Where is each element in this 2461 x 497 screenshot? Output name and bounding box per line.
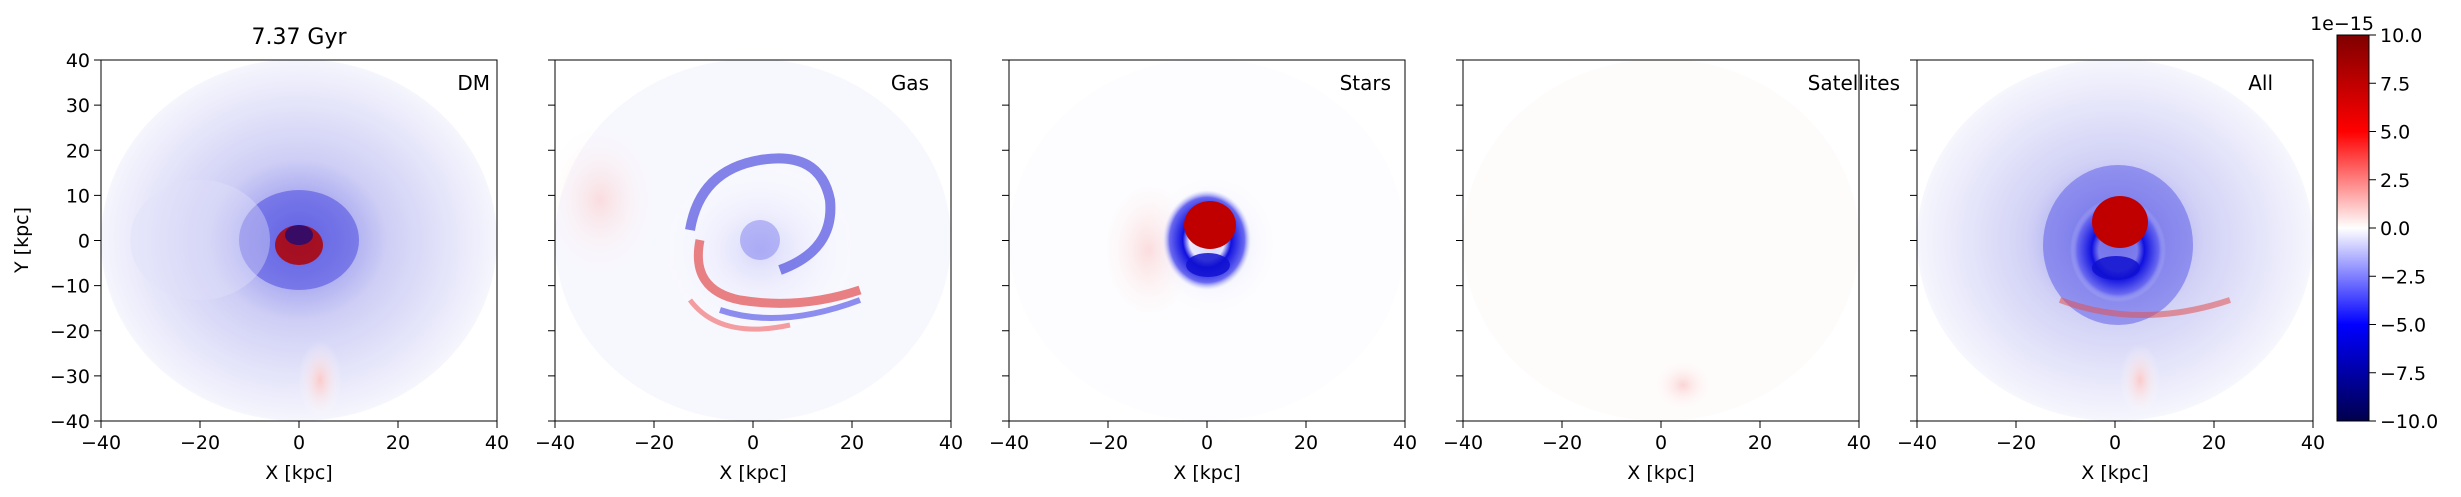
- x-tick-label: 40: [2301, 432, 2325, 454]
- panel-label-dm: DM: [457, 71, 490, 95]
- x-tick-label: 0: [2109, 432, 2121, 454]
- y-tick-label: 30: [66, 95, 90, 117]
- y-tick-label: −30: [50, 366, 90, 388]
- x-tick-label: 0: [1655, 432, 1667, 454]
- x-tick-label: −20: [180, 432, 220, 454]
- x-tick-label: −20: [1088, 432, 1128, 454]
- panel-label-all: All: [2248, 71, 2273, 95]
- x-tick-label: −20: [1996, 432, 2036, 454]
- panel-all-image: [1917, 60, 2313, 421]
- panel-satellites-image: [1463, 60, 1859, 421]
- colorbar-ticks: 10.0 7.5 5.0 2.5 0.0 −2.5 −5.0 −7.5 −10.0: [2369, 25, 2438, 433]
- colorbar-tick-label: −2.5: [2380, 266, 2426, 288]
- y-tick-label: −20: [50, 321, 90, 343]
- x-tick-label: 20: [2202, 432, 2226, 454]
- y-tick-label: 10: [66, 185, 90, 207]
- x-tick-label: −40: [81, 432, 121, 454]
- y-tick-label: 0: [78, 231, 90, 253]
- x-tick-label: −20: [1542, 432, 1582, 454]
- x-tick-label: 40: [485, 432, 509, 454]
- xlabel-satellites: X [kpc]: [1627, 462, 1694, 484]
- x-tick-label: 0: [293, 432, 305, 454]
- colorbar: [2336, 34, 2370, 422]
- x-tick-label: 40: [1847, 432, 1871, 454]
- x-tick-label: 20: [840, 432, 864, 454]
- x-tick-label: 20: [1748, 432, 1772, 454]
- y-tick-label: −10: [50, 276, 90, 298]
- xlabel-dm: X [kpc]: [265, 462, 332, 484]
- xlabel-all: X [kpc]: [2081, 462, 2148, 484]
- colorbar-tick-label: −7.5: [2380, 363, 2426, 385]
- xlabel-gas: X [kpc]: [719, 462, 786, 484]
- colorbar-tick-label: 7.5: [2380, 73, 2410, 95]
- x-tick-label: −40: [535, 432, 575, 454]
- panel-label-stars: Stars: [1340, 71, 1391, 95]
- x-tick-label: 20: [1294, 432, 1318, 454]
- x-tick-label: 40: [1393, 432, 1417, 454]
- x-tick-label: −40: [1443, 432, 1483, 454]
- colorbar-tick-label: 5.0: [2380, 122, 2410, 144]
- ylabel: Y [kpc]: [11, 207, 33, 274]
- panel-gas-image: [555, 60, 951, 421]
- chart-title: 7.37 Gyr: [251, 25, 347, 50]
- colorbar-tick-label: −10.0: [2380, 411, 2438, 433]
- x-tick-label: −40: [989, 432, 1029, 454]
- xlabel-stars: X [kpc]: [1173, 462, 1240, 484]
- y-tick-label: 20: [66, 140, 90, 162]
- panel-stars-image: [1009, 60, 1405, 421]
- x-tick-label: −40: [1897, 432, 1937, 454]
- x-tick-label: 20: [386, 432, 410, 454]
- colorbar-tick-label: 0.0: [2380, 218, 2410, 240]
- y-tick-label: 40: [66, 50, 90, 72]
- x-tick-label: 40: [939, 432, 963, 454]
- panel-label-satellites: Satellites: [1808, 71, 1900, 95]
- colorbar-offset-label: 1e−15: [2310, 13, 2374, 35]
- panel-label-gas: Gas: [891, 71, 929, 95]
- x-tick-label: −20: [634, 432, 674, 454]
- colorbar-tick-label: 10.0: [2380, 25, 2422, 47]
- panel-dm-image: [101, 60, 497, 421]
- colorbar-tick-label: 2.5: [2380, 170, 2410, 192]
- x-tick-label: 0: [1201, 432, 1213, 454]
- colorbar-tick-label: −5.0: [2380, 315, 2426, 337]
- y-tick-label: −40: [50, 411, 90, 433]
- x-tick-label: 0: [747, 432, 759, 454]
